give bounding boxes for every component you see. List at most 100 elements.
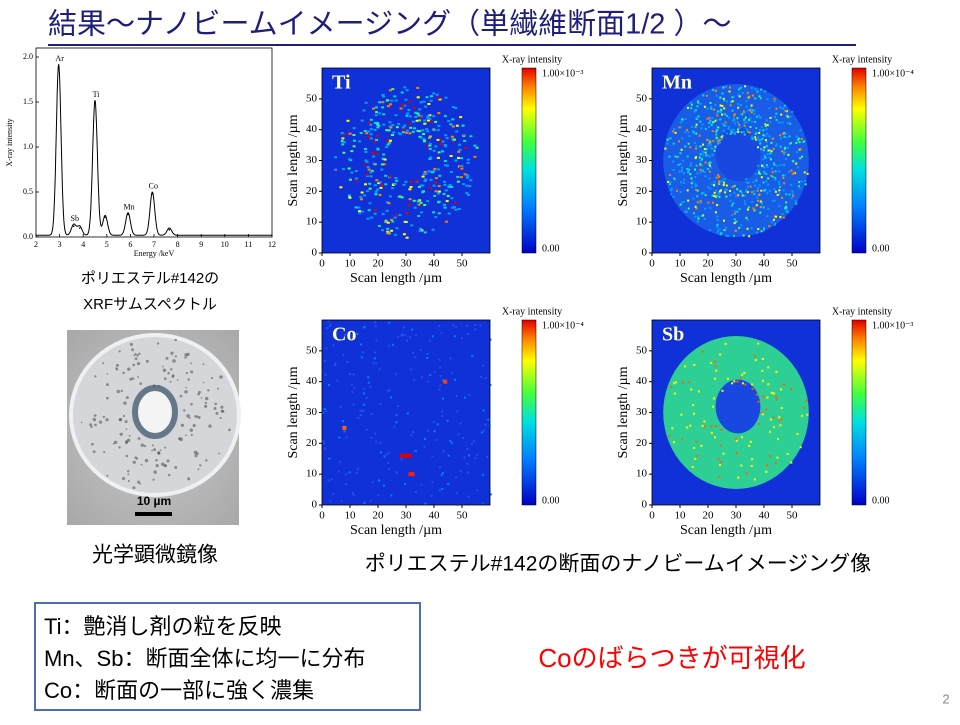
map-pixel: [717, 191, 720, 194]
map-pixel: [691, 181, 694, 184]
map-pixel: [480, 375, 483, 378]
map-pixel: [415, 334, 418, 337]
map-pixel: [420, 376, 423, 379]
map-pixel: [460, 157, 464, 160]
peak: [78, 227, 81, 229]
map-pixel: [694, 183, 697, 186]
map-pixel: [695, 123, 698, 126]
particle: [131, 377, 135, 380]
hole: [715, 379, 761, 434]
map-pixel: [775, 118, 778, 121]
map-pixel: [325, 410, 328, 413]
map-pixel: [370, 216, 374, 219]
map-pixel: [760, 88, 763, 91]
map-pixel: [739, 190, 742, 193]
map-pixel: [365, 160, 369, 163]
map-pixel: [322, 411, 325, 414]
map-pixel: [758, 422, 761, 425]
map-pixel: [390, 99, 394, 102]
map-pixel: [369, 171, 373, 174]
y-tick-label: 40: [306, 123, 318, 135]
map-pixel: [699, 171, 702, 174]
spectrum-caption: ポリエステル#142の: [81, 270, 219, 287]
map-pixel: [374, 325, 377, 328]
map-pixel: [745, 177, 748, 180]
map-pixel: [686, 189, 689, 192]
map-pixel: [367, 130, 371, 133]
map-pixel: [782, 189, 785, 192]
map-pixel: [427, 103, 431, 105]
map-pixel: [432, 170, 436, 173]
map-pixel: [398, 195, 402, 198]
map-pixel: [762, 164, 765, 167]
map-pixel: [446, 419, 449, 422]
colorbar-min: 0.00: [872, 243, 890, 254]
map-pixel: [706, 117, 709, 120]
y-tick-label: 0: [642, 499, 648, 511]
map-pixel: [436, 129, 440, 132]
map-pixel: [760, 176, 763, 179]
map-pixel: [784, 207, 787, 210]
map-pixel: [770, 220, 773, 223]
map-pixel: [782, 163, 785, 166]
map-pixel: [780, 113, 783, 116]
map-pixel: [733, 117, 735, 120]
map-pixel: [408, 336, 411, 339]
map-pixel: [686, 426, 689, 429]
y-tick-label: 0: [312, 499, 318, 511]
map-pixel: [779, 216, 782, 218]
x-tick-label: 10: [675, 258, 687, 270]
map-pixel: [775, 370, 778, 373]
map-pixel: [704, 175, 707, 178]
map-pixel: [733, 114, 736, 117]
map-pixel: [747, 185, 749, 188]
map-pixel: [764, 189, 767, 191]
map-pixel: [729, 199, 732, 202]
map-pixel: [764, 156, 767, 158]
map-pixel: [323, 407, 326, 410]
particle: [153, 470, 157, 474]
map-pixel: [799, 446, 802, 449]
map-pixel: [417, 185, 421, 188]
map-pixel: [699, 145, 702, 148]
map-pixel: [340, 500, 343, 503]
particle: [185, 386, 188, 389]
map-pixel: [447, 185, 451, 188]
map-pixel: [723, 219, 725, 222]
map-pixel: [344, 483, 347, 486]
map-pixel: [805, 399, 808, 402]
map-pixel: [716, 219, 719, 222]
x-axis-label: Scan length /µm: [680, 271, 772, 286]
map-pixel: [790, 197, 793, 200]
map-pixel: [358, 212, 362, 214]
map-pixel: [754, 121, 757, 123]
map-pixel: [436, 192, 440, 195]
map-pixel: [414, 111, 418, 114]
map-pixel: [466, 162, 470, 164]
map-pixel: [745, 216, 748, 219]
map-pixel: [325, 347, 328, 350]
map-pixel: [734, 229, 737, 232]
map-pixel: [344, 334, 346, 336]
map-pixel: [443, 180, 446, 183]
map-pixel: [757, 136, 760, 139]
map-pixel: [781, 213, 784, 216]
particle: [94, 375, 97, 378]
map-pixel: [733, 234, 735, 237]
map-pixel: [412, 107, 416, 109]
colorbar: [521, 319, 537, 506]
map-pixel: [725, 184, 728, 187]
map-pixel: [382, 95, 385, 98]
map-pixel: [743, 133, 746, 136]
map-pixel: [710, 425, 713, 428]
map-pixel: [769, 418, 772, 421]
map-pixel: [375, 152, 379, 155]
map-pixel: [411, 120, 415, 123]
map-pixel: [735, 195, 738, 198]
map-pixel: [694, 458, 697, 460]
map-pixel: [706, 107, 709, 110]
map-pixel: [377, 124, 381, 127]
map-pixel: [711, 121, 714, 124]
map-pixel: [672, 130, 675, 133]
map-pixel: [459, 116, 463, 119]
